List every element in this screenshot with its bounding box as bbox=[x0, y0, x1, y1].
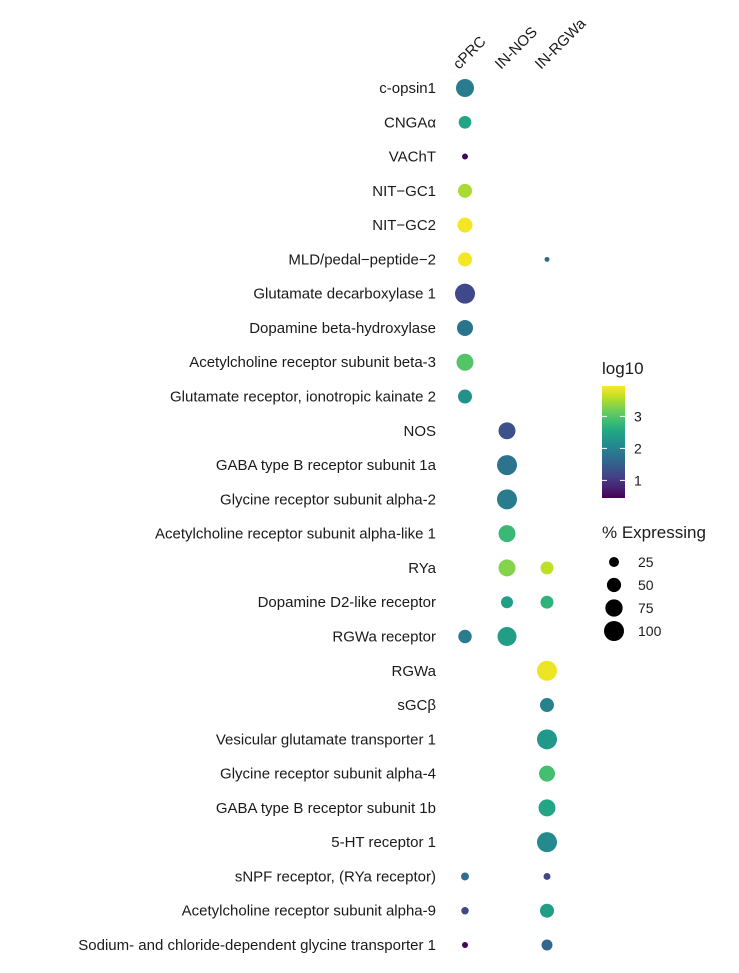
row-label: NIT−GC2 bbox=[372, 217, 436, 234]
dot bbox=[537, 832, 557, 853]
row-label: Sodium- and chloride-dependent glycine t… bbox=[78, 937, 436, 954]
dot bbox=[544, 256, 550, 262]
size-legend-dot bbox=[606, 577, 622, 593]
dot bbox=[498, 422, 516, 440]
dots bbox=[455, 79, 557, 951]
row-label: sNPF receptor, (RYa receptor) bbox=[235, 868, 436, 885]
size-legend-dot bbox=[609, 557, 619, 567]
dot bbox=[462, 153, 468, 160]
dot bbox=[501, 596, 513, 609]
dot bbox=[540, 561, 554, 575]
colorbar-tick-label: 1 bbox=[634, 472, 642, 488]
column-label: IN-NOS bbox=[492, 24, 541, 73]
dot bbox=[540, 698, 554, 713]
size-legend-label: 50 bbox=[638, 577, 654, 593]
row-label: Acetylcholine receptor subunit alpha-lik… bbox=[155, 526, 436, 543]
row-label: CNGAα bbox=[384, 114, 436, 131]
column-label: cPRC bbox=[450, 33, 490, 73]
dot bbox=[461, 906, 469, 915]
row-label: VAChT bbox=[389, 149, 436, 166]
row-label: Glutamate receptor, ionotropic kainate 2 bbox=[170, 389, 436, 406]
dot bbox=[497, 489, 517, 510]
size-legend-dot bbox=[605, 599, 623, 617]
size-legend: % Expressing 25 50 75 100 bbox=[602, 523, 706, 641]
color-legend-title: log10 bbox=[602, 359, 644, 378]
row-label: RYa bbox=[408, 560, 436, 577]
color-legend: log10 1 2 3 bbox=[602, 359, 644, 498]
dot bbox=[458, 389, 472, 404]
dot bbox=[537, 729, 557, 750]
dot bbox=[498, 559, 516, 577]
row-label: NOS bbox=[403, 423, 436, 440]
row-label: GABA type B receptor subunit 1b bbox=[216, 800, 436, 817]
dot bbox=[540, 903, 554, 918]
row-label: c-opsin1 bbox=[379, 80, 436, 97]
dot bbox=[456, 79, 474, 97]
colorbar-tick-label: 2 bbox=[634, 440, 642, 456]
dot bbox=[497, 626, 517, 646]
row-label: NIT−GC1 bbox=[372, 183, 436, 200]
row-label: sGCβ bbox=[397, 697, 436, 714]
row-label: Dopamine D2-like receptor bbox=[258, 594, 436, 611]
row-label: Glycine receptor subunit alpha-4 bbox=[220, 766, 436, 783]
row-label: RGWa receptor bbox=[332, 628, 436, 645]
dot bbox=[540, 595, 554, 609]
dot bbox=[537, 660, 557, 681]
dot bbox=[458, 629, 472, 644]
dot bbox=[543, 872, 551, 880]
dot bbox=[458, 183, 472, 198]
dot bbox=[455, 283, 475, 304]
dot bbox=[497, 455, 517, 476]
dot bbox=[461, 872, 469, 881]
dot bbox=[541, 939, 553, 951]
dot bbox=[457, 217, 473, 233]
dot bbox=[458, 115, 472, 129]
size-legend-dot bbox=[604, 621, 624, 641]
row-label: Glycine receptor subunit alpha-2 bbox=[220, 491, 436, 508]
row-label: Glutamate decarboxylase 1 bbox=[253, 286, 436, 303]
dot bbox=[456, 353, 474, 371]
dot bbox=[457, 319, 473, 336]
colorbar bbox=[602, 386, 625, 498]
column-label: IN-RGWa bbox=[532, 15, 590, 73]
dot bbox=[462, 942, 468, 948]
dot bbox=[458, 252, 472, 267]
row-label: 5-HT receptor 1 bbox=[331, 834, 436, 851]
row-label: Acetylcholine receptor subunit alpha-9 bbox=[182, 903, 436, 920]
size-legend-title: % Expressing bbox=[602, 523, 706, 542]
row-label: GABA type B receptor subunit 1a bbox=[216, 457, 437, 474]
size-legend-label: 25 bbox=[638, 554, 654, 570]
colorbar-tick-label: 3 bbox=[634, 408, 642, 424]
row-label: Dopamine beta-hydroxylase bbox=[249, 320, 436, 337]
dot bbox=[539, 765, 555, 782]
row-labels: c-opsin1 CNGAα VAChT NIT−GC1 NIT−GC2 MLD/peda… bbox=[78, 80, 436, 954]
row-label: RGWa bbox=[392, 663, 437, 680]
row-label: MLD/pedal−peptide−2 bbox=[288, 251, 436, 268]
size-legend-label: 100 bbox=[638, 623, 662, 639]
size-legend-label: 75 bbox=[638, 600, 654, 616]
row-label: Acetylcholine receptor subunit beta-3 bbox=[189, 354, 436, 371]
dot bbox=[538, 799, 556, 817]
dot bbox=[498, 525, 516, 543]
row-label: Vesicular glutamate transporter 1 bbox=[216, 731, 436, 748]
